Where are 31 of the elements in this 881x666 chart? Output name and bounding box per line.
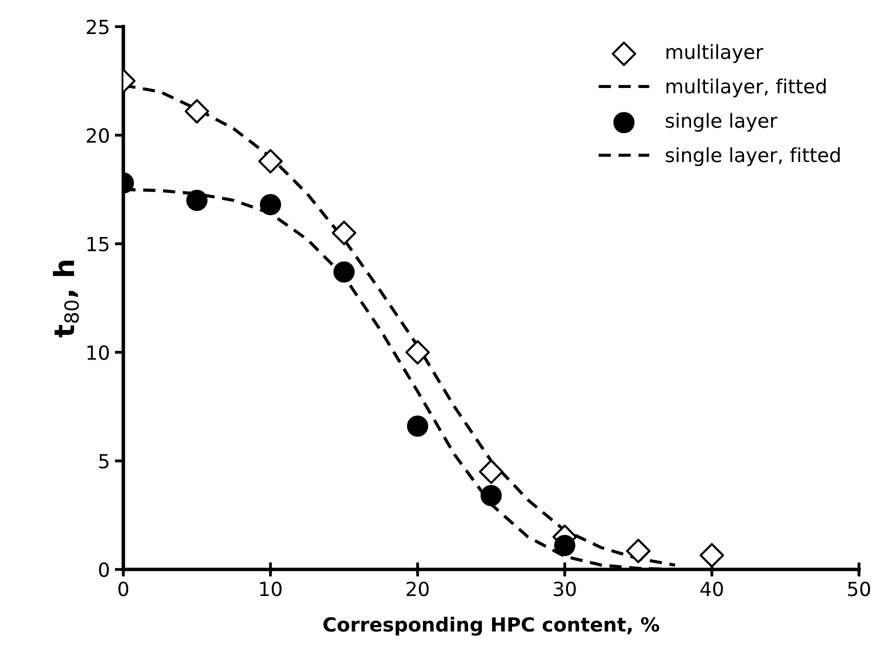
x-tick-label: 0 [118,582,128,596]
legend-label: single layer, fitted [666,147,840,166]
y-tick-label: 5 [99,454,108,469]
x-tick-label: 30 [554,582,576,596]
legend-label: single layer [666,112,778,132]
point [406,416,428,437]
point [333,261,355,283]
point [405,340,430,365]
legend-label: multilayer [666,44,764,63]
x-tick-label: 10 [260,582,282,596]
point [626,538,651,564]
y-tick-label: 15 [88,236,108,252]
legend-label: multilayer, fitted [666,78,826,98]
point [478,459,504,484]
x-axis-title: Corresponding HPC content, % [323,616,660,636]
y-axis-title: t$_{80}$, h [52,260,79,338]
point [260,194,282,216]
y-tick-label: 10 [88,345,109,360]
y-tick-label: 0 [99,562,109,578]
point [258,149,283,174]
y-tick-label: 25 [86,20,108,34]
x-tick-label: 20 [406,582,429,596]
point [480,484,502,506]
point [186,190,208,211]
x-tick-label: 50 [848,582,870,596]
point [332,220,356,246]
point [184,99,210,124]
point [700,543,724,568]
point [554,534,576,556]
x-tick-label: 40 [700,582,723,596]
y-tick-label: 20 [86,128,109,143]
